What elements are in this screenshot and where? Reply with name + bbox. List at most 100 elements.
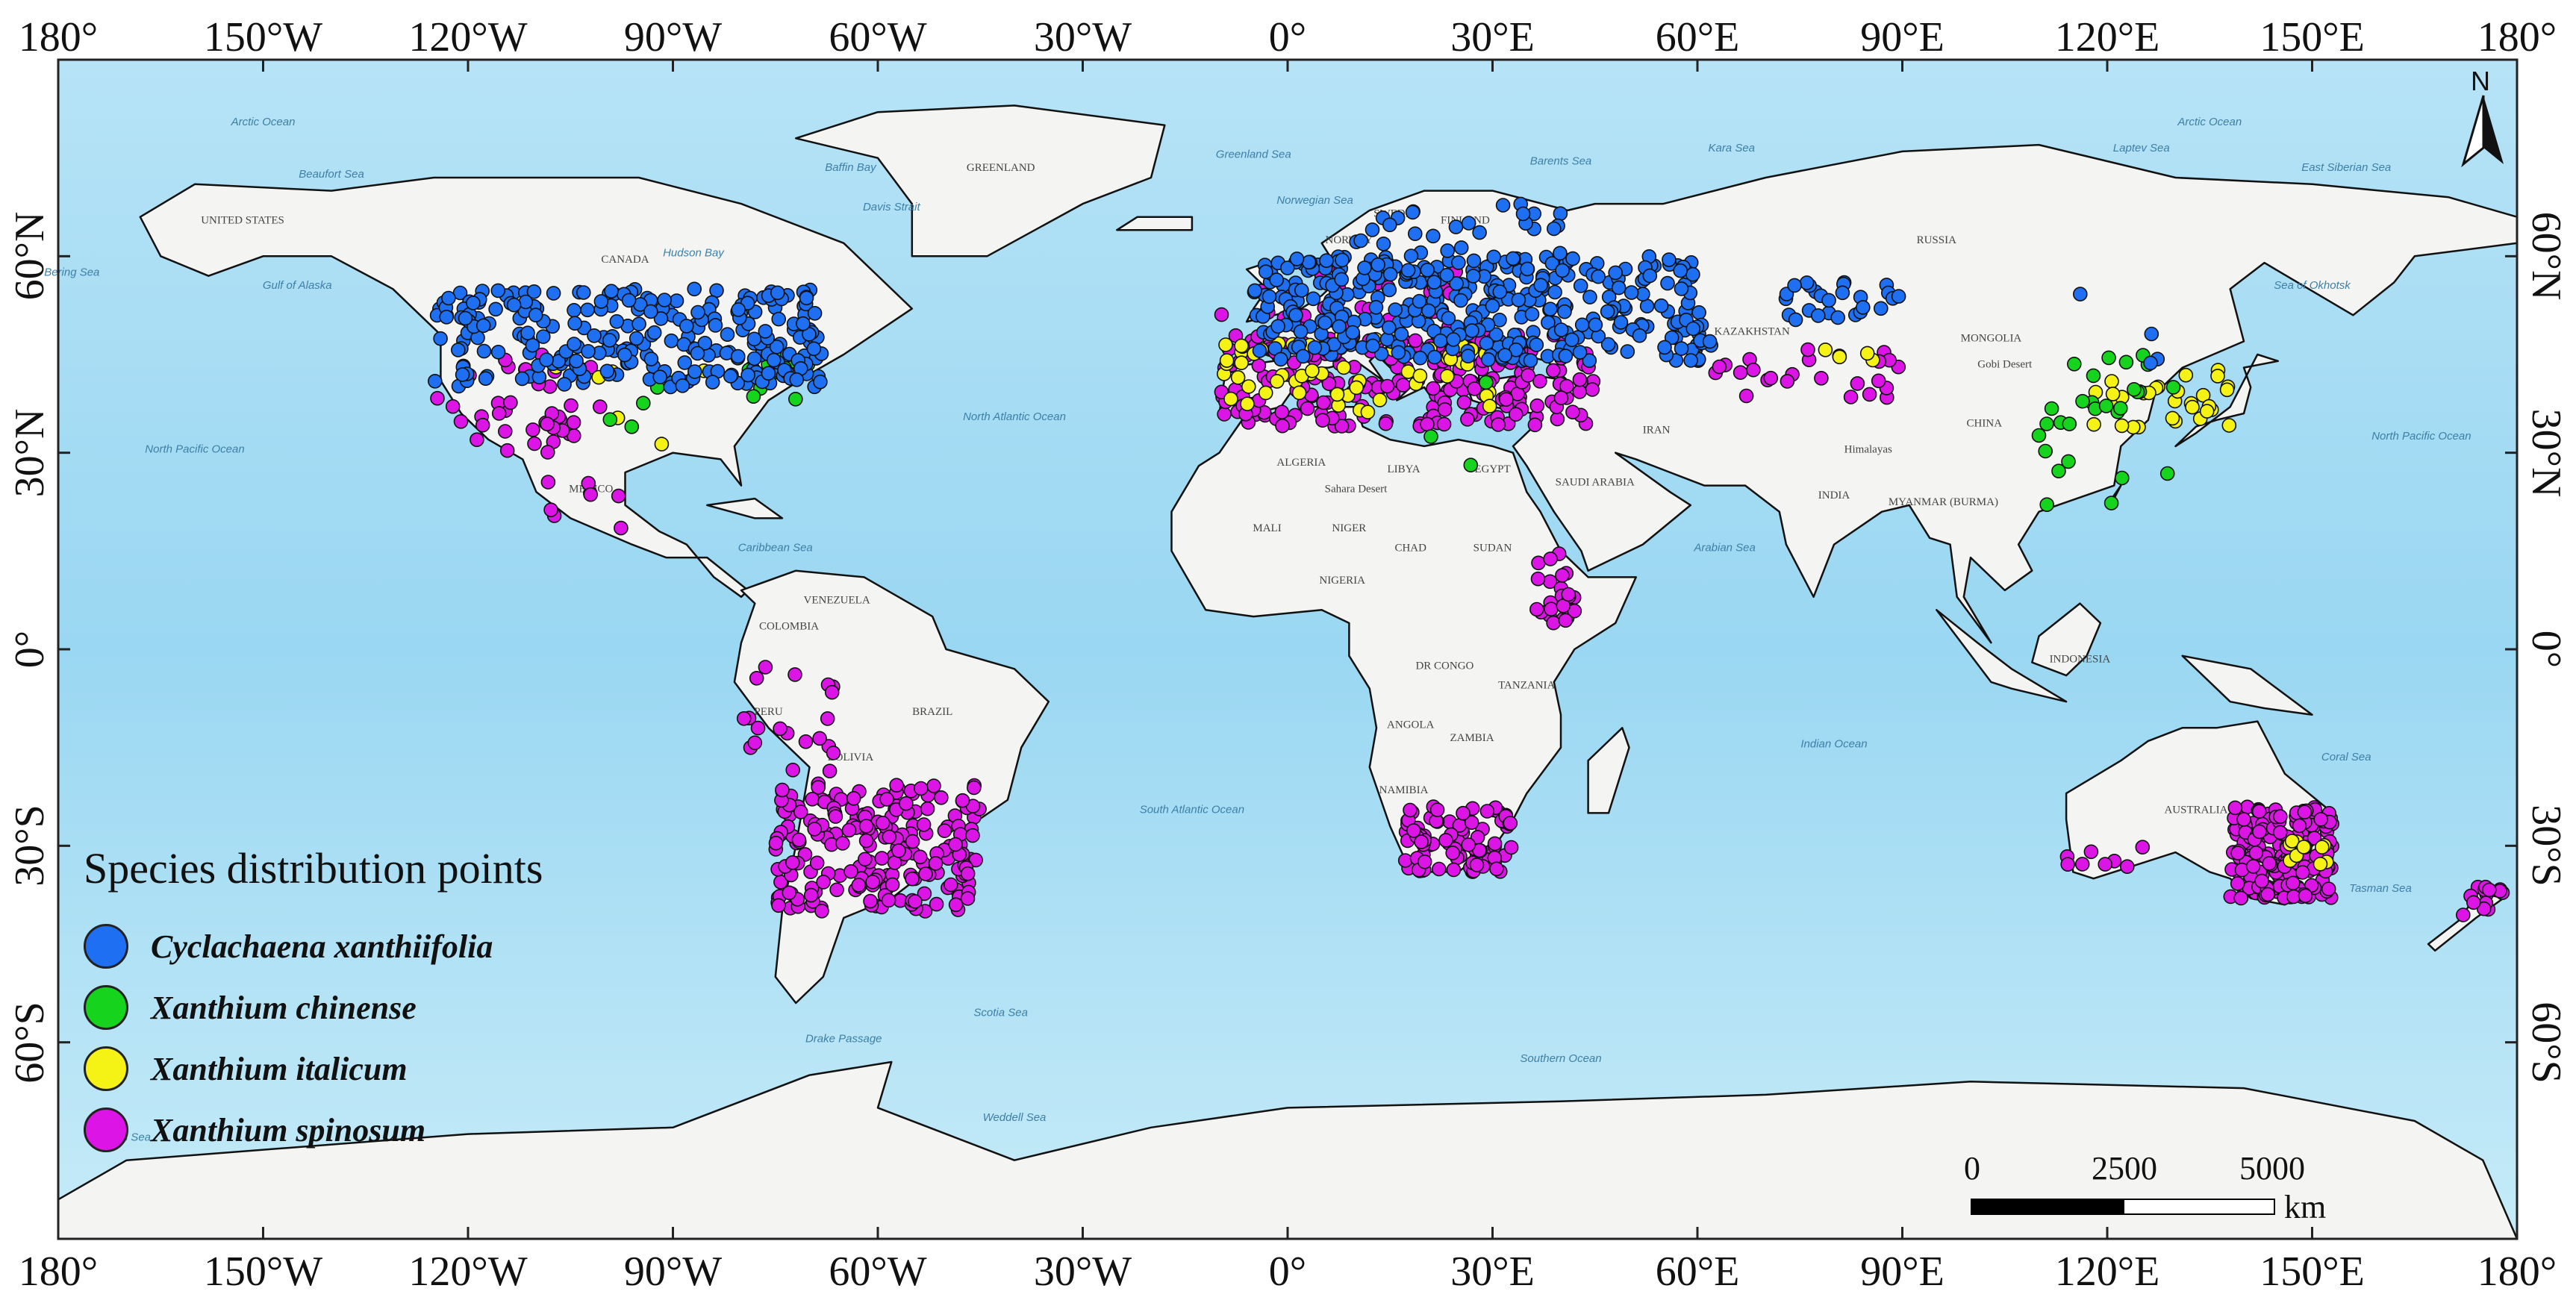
distribution-point [879,792,894,807]
distribution-point [1214,307,1229,322]
distribution-point [1558,613,1574,628]
distribution-point [822,763,838,778]
distribution-point [768,835,784,851]
distribution-point [643,304,658,319]
distribution-point [567,337,581,352]
longitude-label-top: 30°W [1033,14,1132,60]
distribution-point [445,399,461,414]
distribution-point [1531,555,1546,571]
distribution-point [1273,352,1288,367]
distribution-point [2221,418,2237,433]
distribution-point [2219,382,2235,398]
longitude-label-top: 150°E [2260,14,2365,60]
distribution-point [916,817,932,832]
distribution-point [1479,804,1495,819]
ocean-label: Indian Ocean [1800,738,1867,751]
distribution-point [2185,399,2200,415]
scale-bar: 0 2500 5000 km [1964,1149,2326,1225]
distribution-point [1859,346,1875,361]
distribution-point [1307,340,1323,355]
distribution-point [1800,342,1815,357]
distribution-point [1582,353,1597,369]
distribution-point [1423,429,1438,444]
distribution-point [1370,257,1385,272]
distribution-point [2083,844,2099,860]
distribution-point [928,856,944,871]
distribution-point [1469,857,1485,872]
scale-label-5000: 5000 [2239,1150,2305,1187]
distribution-point [475,417,490,433]
map-frame [57,58,2519,1240]
distribution-point [1294,283,1309,298]
distribution-point [475,318,491,334]
distribution-point [1620,344,1635,359]
distribution-point [1219,353,1235,368]
distribution-point [746,389,761,404]
distribution-point [566,415,581,430]
distribution-point [791,832,807,848]
ocean-label: Barents Sea [1530,154,1592,167]
distribution-point [2284,834,2300,849]
distribution-point [525,337,540,353]
distribution-point [1378,416,1394,431]
north-arrow-icon [2461,95,2504,168]
distribution-point [1465,323,1479,338]
distribution-point [705,375,720,390]
distribution-point [557,377,572,392]
distribution-point [828,809,843,824]
distribution-point [1481,352,1496,367]
distribution-point [708,318,723,333]
distribution-point [1440,369,1455,384]
distribution-point [1414,834,1429,849]
distribution-point [874,851,890,866]
distribution-point [687,281,702,297]
landmass [706,497,784,519]
distribution-point [453,413,469,429]
place-label: TANZANIA [1498,680,1555,692]
distribution-point [1289,251,1305,266]
distribution-point [948,897,964,913]
distribution-point [816,875,831,890]
distribution-point [720,327,735,343]
distribution-point [824,684,840,700]
distribution-point [430,390,445,406]
distribution-point [602,412,618,428]
longitude-label-top: 120°E [2054,14,2160,60]
distribution-point [1440,243,1455,258]
distribution-point [1674,281,1689,296]
distribution-point [1412,350,1428,366]
distribution-point [2248,846,2264,860]
distribution-point [1489,861,1504,877]
distribution-point [567,316,582,331]
distribution-point [809,855,825,871]
distribution-point [2262,856,2277,871]
distribution-point [2038,443,2053,459]
place-label: INDIA [1818,490,1850,502]
ocean-label: Beaufort Sea [299,168,364,181]
longitude-label-top: 30°E [1450,14,1535,60]
distribution-point [858,819,874,834]
distribution-point [583,487,599,502]
distribution-point [740,367,755,383]
distribution-point [679,319,694,334]
distribution-point [2178,367,2194,383]
legend-swatch [84,1046,128,1091]
distribution-point [539,352,554,368]
distribution-point [535,329,551,344]
distribution-point [652,369,668,385]
distribution-point [617,347,632,363]
distribution-point [1258,385,1273,401]
distribution-point [2143,355,2158,371]
distribution-point [944,877,958,893]
distribution-point [1479,336,1494,351]
distribution-point [799,290,814,306]
distribution-point [1305,363,1320,378]
distribution-point [1642,268,1658,284]
distribution-point [1746,362,1761,378]
distribution-point [1547,221,1562,237]
legend-item-xanthium-spinosum: Xanthium spinosum [84,1099,543,1160]
distribution-point [1702,334,1718,349]
distribution-point [1334,272,1349,287]
distribution-point [1520,261,1535,277]
distribution-point [1788,312,1803,328]
